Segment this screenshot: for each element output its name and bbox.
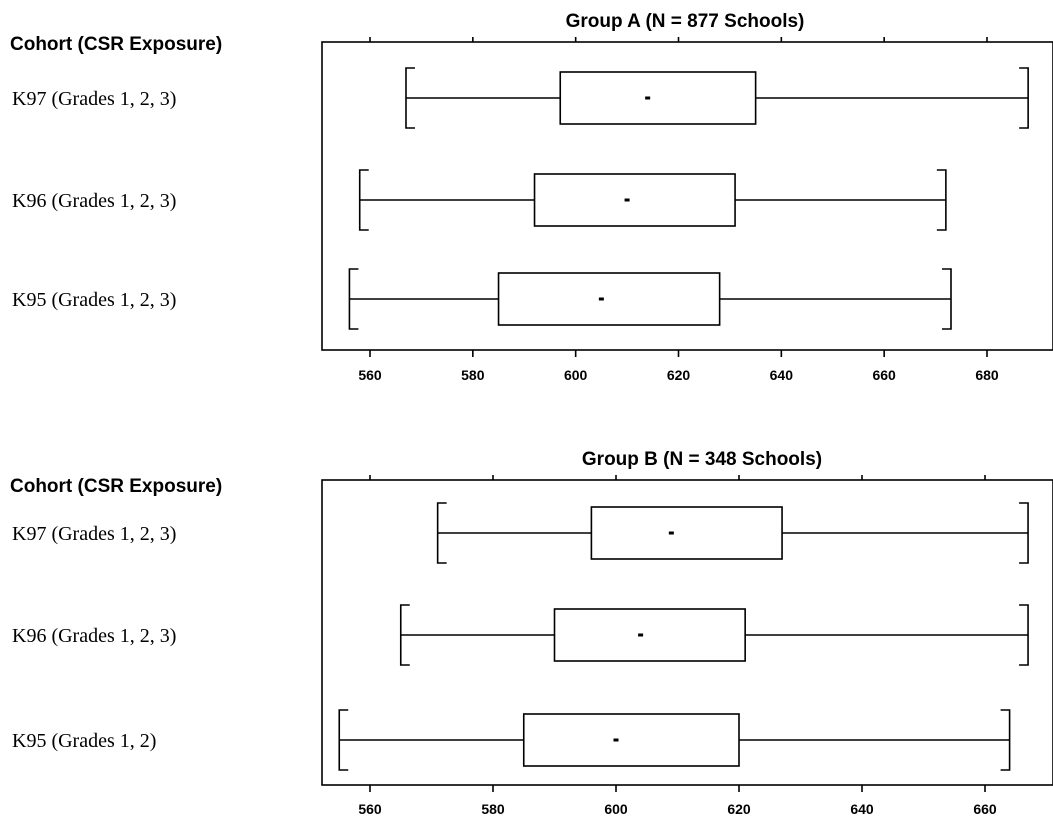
x-tick-label: 680 (975, 367, 999, 383)
iqr-box (533, 173, 736, 227)
category-label: K97 (Grades 1, 2, 3) (12, 523, 176, 545)
whisker-cap-low (348, 268, 359, 330)
whisker-cap-low (338, 709, 349, 771)
x-tick-label: 600 (604, 801, 628, 817)
boxplot-2: K96 (Grades 1, 2, 3) (12, 604, 1029, 666)
median-marker (645, 96, 651, 100)
plot-frame (321, 479, 1053, 786)
whisker-cap-low (399, 604, 410, 666)
category-label: K97 (Grades 1, 2, 3) (12, 88, 176, 110)
chart-title: Group B (N = 348 Schools) (582, 449, 822, 470)
x-tick-label: 640 (850, 801, 874, 817)
x-tick-label: 580 (481, 801, 505, 817)
x-tick-label: 640 (770, 367, 794, 383)
whisker-cap-high (1019, 67, 1029, 129)
chart-panel-1: Group A (N = 877 Schools) Cohort (CSR Exp… (10, 11, 1053, 383)
plot-frame (321, 41, 1053, 351)
whisker-cap-low (405, 67, 415, 129)
median-marker (598, 297, 604, 301)
whisker-cap-high (1019, 502, 1029, 564)
boxplot-1: K97 (Grades 1, 2, 3) (12, 67, 1029, 129)
boxplot-2: K96 (Grades 1, 2, 3) (12, 169, 947, 231)
iqr-box (559, 71, 757, 125)
x-tick-label: 560 (358, 367, 382, 383)
category-header: Cohort (CSR Exposure) (10, 476, 222, 497)
whisker-cap-low (358, 169, 369, 231)
median-marker (638, 633, 644, 637)
whisker-cap-high (1019, 604, 1029, 666)
chart-panel-2: Group B (N = 348 Schools) Cohort (CSR Exp… (10, 449, 1053, 817)
boxplot-3: K95 (Grades 1, 2, 3) (12, 268, 952, 330)
category-label: K96 (Grades 1, 2, 3) (12, 190, 176, 212)
category-header: Cohort (CSR Exposure) (10, 34, 222, 55)
whisker-cap-low (436, 502, 447, 564)
x-tick-label: 620 (727, 801, 751, 817)
boxplot-3: K95 (Grades 1, 2) (12, 709, 1011, 771)
whisker-cap-high (936, 169, 947, 231)
x-tick-label: 560 (358, 801, 382, 817)
whisker-cap-high (942, 268, 952, 330)
iqr-box (522, 713, 740, 767)
chart-title: Group A (N = 877 Schools) (566, 11, 805, 32)
median-marker (613, 738, 619, 742)
x-tick-label: 660 (872, 367, 896, 383)
category-label: K95 (Grades 1, 2, 3) (12, 289, 176, 311)
iqr-box (497, 272, 721, 326)
iqr-box (553, 608, 746, 662)
x-tick-label: 580 (461, 367, 485, 383)
category-label: K96 (Grades 1, 2, 3) (12, 625, 176, 647)
category-label: K95 (Grades 1, 2) (12, 730, 156, 752)
boxplot-1: K97 (Grades 1, 2, 3) (12, 502, 1029, 564)
whisker-cap-high (1000, 709, 1011, 771)
median-marker (668, 531, 674, 535)
x-tick-label: 660 (973, 801, 997, 817)
median-marker (624, 198, 630, 202)
x-tick-label: 600 (564, 367, 588, 383)
x-tick-label: 620 (667, 367, 691, 383)
iqr-box (590, 506, 783, 560)
